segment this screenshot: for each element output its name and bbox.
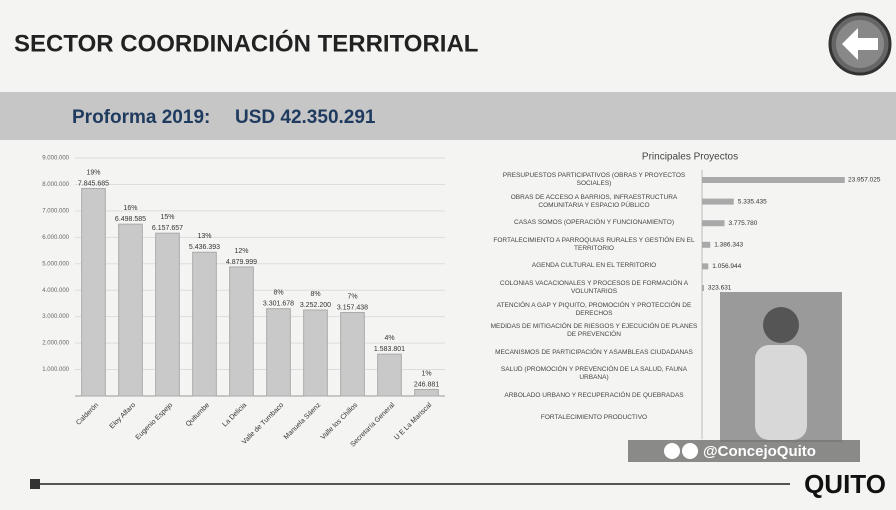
value-label: 3.775.780	[728, 220, 757, 227]
bar	[702, 285, 704, 291]
bar	[702, 199, 734, 205]
slide: SECTOR COORDINACIÓN TERRITORIAL Proforma…	[0, 0, 896, 510]
y-tick-label: 5.000.000	[42, 261, 69, 267]
y-tick-label: PRESUPUESTOS PARTICIPATIVOS (OBRAS Y PRO…	[488, 172, 700, 188]
bar	[415, 389, 439, 396]
percentage-label: 16%	[123, 205, 137, 212]
interpreter-video	[763, 307, 799, 343]
percentage-label: 19%	[86, 169, 100, 176]
bar	[82, 189, 106, 396]
bar	[230, 267, 254, 396]
value-label: 6.157.657	[152, 225, 183, 232]
subtitle-label: Proforma 2019:	[72, 107, 210, 128]
percentage-label: 8%	[310, 291, 320, 298]
bar	[304, 310, 328, 396]
percentage-label: 12%	[234, 248, 248, 255]
y-tick-label: ARBOLADO URBANO Y RECUPERACIÓN DE QUEBRA…	[488, 392, 700, 400]
x-tick-label: Quitumbe	[185, 402, 211, 428]
twitter-icon[interactable]	[682, 443, 698, 459]
percentage-label: 7%	[347, 293, 357, 300]
value-label: 1.056.944	[712, 263, 741, 270]
percentage-label: 13%	[197, 233, 211, 240]
y-tick-label: AGENDA CULTURAL EN EL TERRITORIO	[488, 262, 700, 270]
bar	[702, 220, 724, 226]
logo: QUITO	[804, 469, 886, 499]
value-label: 4.879.999	[226, 259, 257, 266]
bar	[341, 313, 365, 396]
y-tick-label: 4.000.000	[42, 288, 69, 294]
y-tick-label: MEDIDAS DE MITIGACIÓN DE RIESGOS Y EJECU…	[488, 323, 700, 339]
y-tick-label: 9.000.000	[42, 156, 69, 162]
bar	[119, 224, 143, 396]
percentage-label: 15%	[160, 214, 174, 221]
progress-marker	[30, 479, 40, 489]
y-tick-label: CASAS SOMOS (OPERACIÓN Y FUNCIONAMIENTO)	[488, 219, 700, 227]
y-tick-label: FORTALECIMIENTO A PARROQUIAS RURALES Y G…	[488, 237, 700, 253]
bar	[193, 252, 217, 396]
bar	[702, 177, 845, 183]
y-tick-label: 3.000.000	[42, 314, 69, 320]
facebook-icon[interactable]	[664, 443, 680, 459]
y-tick-label: OBRAS DE ACCESO A BARRIOS, INFRAESTRUCTU…	[488, 194, 700, 210]
x-tick-label: Eloy Alfaro	[109, 402, 138, 431]
y-tick-label: FORTALECIMIENTO PRODUCTIVO	[488, 414, 700, 422]
value-label: 23.957.025	[848, 177, 881, 184]
value-label: 246.881	[414, 381, 439, 388]
value-label: 7.845.685	[78, 180, 109, 187]
y-tick-label: MECANISMOS DE PARTICIPACIÓN Y ASAMBLEAS …	[488, 349, 700, 357]
value-label: 3.157.438	[337, 304, 368, 311]
value-label: 323.631	[708, 285, 732, 292]
y-tick-label: COLONIAS VACACIONALES Y PROCESOS DE FORM…	[488, 280, 700, 296]
value-label: 1.583.801	[374, 346, 405, 353]
bar	[702, 242, 710, 248]
y-tick-label: ATENCIÓN A GAP Y PIQUITO, PROMOCIÓN Y PR…	[488, 302, 700, 318]
y-tick-label: 7.000.000	[42, 208, 69, 214]
bar	[378, 354, 402, 396]
x-tick-label: La Delicia	[222, 402, 249, 429]
value-label: 3.252.200	[300, 302, 331, 309]
value-label: 1.386.343	[714, 242, 743, 249]
bar	[702, 263, 708, 269]
x-tick-label: Valle de Tumbaco	[241, 402, 285, 446]
value-label: 5.335.435	[738, 198, 767, 205]
x-tick-label: Eugenio Espejo	[135, 402, 175, 442]
y-tick-label: 2.000.000	[42, 341, 69, 347]
value-label: 5.436.393	[189, 244, 220, 251]
y-tick-label: SALUD (PROMOCIÓN Y PREVENCIÓN DE LA SALU…	[488, 366, 700, 382]
y-tick-label: 6.000.000	[42, 235, 69, 241]
chart-title: Principales Proyectos	[642, 152, 738, 163]
y-tick-label: 1.000.000	[42, 367, 69, 373]
slide-title: SECTOR COORDINACIÓN TERRITORIAL	[14, 29, 478, 57]
x-tick-label: Valle los Chillos	[320, 401, 360, 441]
percentage-label: 4%	[384, 335, 394, 342]
social-handle: @ConcejoQuito	[703, 443, 816, 460]
x-tick-label: Manuela Sáenz	[283, 401, 323, 441]
value-label: 3.301.678	[263, 301, 294, 308]
x-tick-label: U E La Mariscal	[393, 401, 433, 441]
value-label: 6.498.585	[115, 216, 146, 223]
chart: SECTOR COORDINACIÓN TERRITORIAL Proforma…	[0, 0, 896, 510]
bar	[156, 233, 180, 396]
x-tick-label: Calderón	[75, 402, 100, 427]
percentage-label: 1%	[421, 370, 431, 377]
back-button[interactable]	[830, 14, 890, 74]
interpreter-video	[755, 345, 807, 440]
percentage-label: 8%	[273, 290, 283, 297]
y-tick-label: 8.000.000	[42, 182, 69, 188]
bar	[267, 309, 291, 396]
subtitle-value: USD 42.350.291	[235, 107, 376, 128]
